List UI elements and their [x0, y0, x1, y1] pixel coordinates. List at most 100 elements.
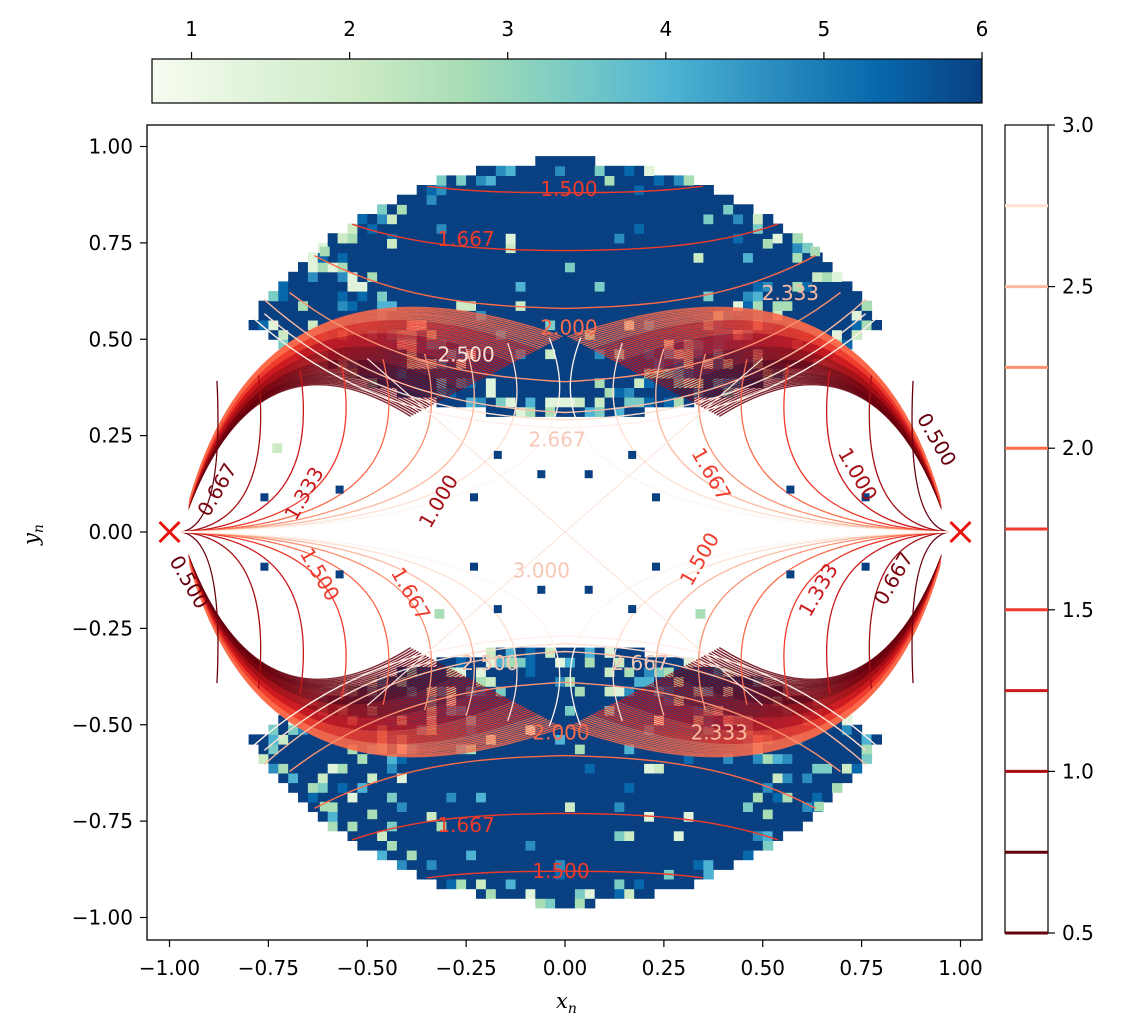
heatmap-cell [594, 695, 606, 706]
heatmap-cell [604, 329, 616, 340]
heatmap-cell [446, 320, 457, 331]
heatmap-cell [574, 763, 586, 774]
heatmap-colorbar-tick-label: 6 [976, 17, 989, 41]
heatmap-cell [565, 300, 576, 311]
heatmap-cell [535, 811, 546, 822]
heatmap-cell [574, 185, 586, 196]
heatmap-cell [337, 744, 349, 755]
heatmap-cell [535, 840, 546, 851]
heatmap-cell [327, 310, 339, 321]
heatmap-cell [565, 763, 576, 774]
heatmap-cell [545, 242, 556, 254]
heatmap-cell [555, 300, 566, 311]
heatmap-highlight-cell [762, 239, 773, 249]
heatmap-cell [614, 879, 625, 890]
heatmap-cell [851, 753, 863, 764]
heatmap-cell [782, 744, 793, 755]
heatmap-cell [505, 387, 517, 398]
heatmap-cell [535, 772, 546, 784]
heatmap-cell [703, 368, 714, 379]
heatmap-cell [387, 753, 398, 764]
heatmap-cell [703, 695, 714, 706]
heatmap-cell [347, 262, 358, 273]
heatmap-cell [644, 397, 655, 408]
heatmap-cell [654, 194, 665, 205]
heatmap-cell [396, 300, 408, 311]
heatmap-cell [594, 772, 606, 784]
heatmap-cell [446, 782, 457, 793]
contour-fan-line [567, 547, 942, 758]
heatmap-cell [456, 859, 467, 870]
heatmap-cell [822, 281, 833, 292]
heatmap-cell [515, 657, 527, 668]
y-tick-label: −0.75 [72, 809, 133, 833]
heatmap-cell [634, 744, 645, 755]
heatmap-highlight-cell [695, 609, 706, 619]
heatmap-cell [446, 821, 457, 832]
heatmap-cell [545, 782, 556, 793]
heatmap-cell [604, 753, 616, 764]
heatmap-cell [485, 377, 497, 388]
heatmap-cell [663, 194, 675, 205]
heatmap-cell [762, 801, 774, 812]
heatmap-cell [278, 744, 289, 755]
contour-colorbar-levels [1005, 204, 1048, 935]
heatmap-cell [426, 782, 438, 793]
heatmap-cell [604, 262, 616, 273]
heatmap-cell [456, 676, 467, 687]
heatmap-cell [604, 358, 616, 369]
heatmap-cell [644, 252, 655, 263]
heatmap-cell [485, 271, 497, 282]
heatmap-cell [525, 320, 536, 331]
heatmap-cell [772, 821, 784, 832]
heatmap-cell [476, 782, 487, 793]
heatmap-cell [723, 300, 734, 311]
heatmap-cell [535, 763, 546, 774]
heatmap-cell [495, 763, 507, 774]
heatmap-cell [396, 830, 408, 841]
heatmap-cell [347, 281, 358, 292]
heatmap-cell [476, 281, 487, 292]
heatmap-cell [584, 888, 596, 899]
heatmap-cell [436, 830, 447, 841]
heatmap-cell [515, 676, 527, 687]
heatmap-cell [703, 772, 714, 784]
heatmap-cell [515, 869, 527, 880]
heatmap-cell [733, 763, 744, 774]
heatmap-cell [555, 185, 566, 196]
heatmap-cell [416, 792, 428, 803]
heatmap-cell [377, 821, 388, 832]
heatmap-cell [347, 821, 358, 832]
heatmap-cell [713, 840, 724, 851]
heatmap-cell [752, 792, 764, 803]
heatmap-cell [584, 657, 596, 668]
heatmap-cell [673, 223, 685, 234]
heatmap-cell [574, 657, 586, 668]
heatmap-cell [772, 830, 784, 841]
heatmap-cell [387, 223, 398, 234]
heatmap-cell [476, 185, 487, 196]
heatmap-cell [436, 252, 447, 263]
heatmap-cell [555, 194, 566, 205]
heatmap-cell [624, 744, 635, 755]
heatmap-cell [505, 657, 517, 668]
heatmap-cell [307, 734, 319, 745]
heatmap-cell [545, 348, 556, 360]
heatmap-cell [565, 175, 576, 186]
heatmap-cell [663, 879, 675, 890]
heatmap-cell [654, 879, 665, 890]
heatmap-cell [278, 339, 289, 350]
heatmap-cell [604, 686, 616, 697]
heatmap-cell [485, 657, 497, 668]
heatmap-cell [278, 724, 289, 735]
heatmap-cell [377, 252, 388, 263]
contour-fan-line [188, 547, 563, 758]
heatmap-cell [288, 724, 299, 735]
y-axis-label-main: y [19, 532, 43, 546]
heatmap-cell [337, 821, 349, 832]
heatmap-cell [357, 840, 368, 851]
heatmap-cell [278, 753, 289, 764]
heatmap-cell [476, 348, 487, 360]
heatmap-cell [594, 214, 606, 225]
